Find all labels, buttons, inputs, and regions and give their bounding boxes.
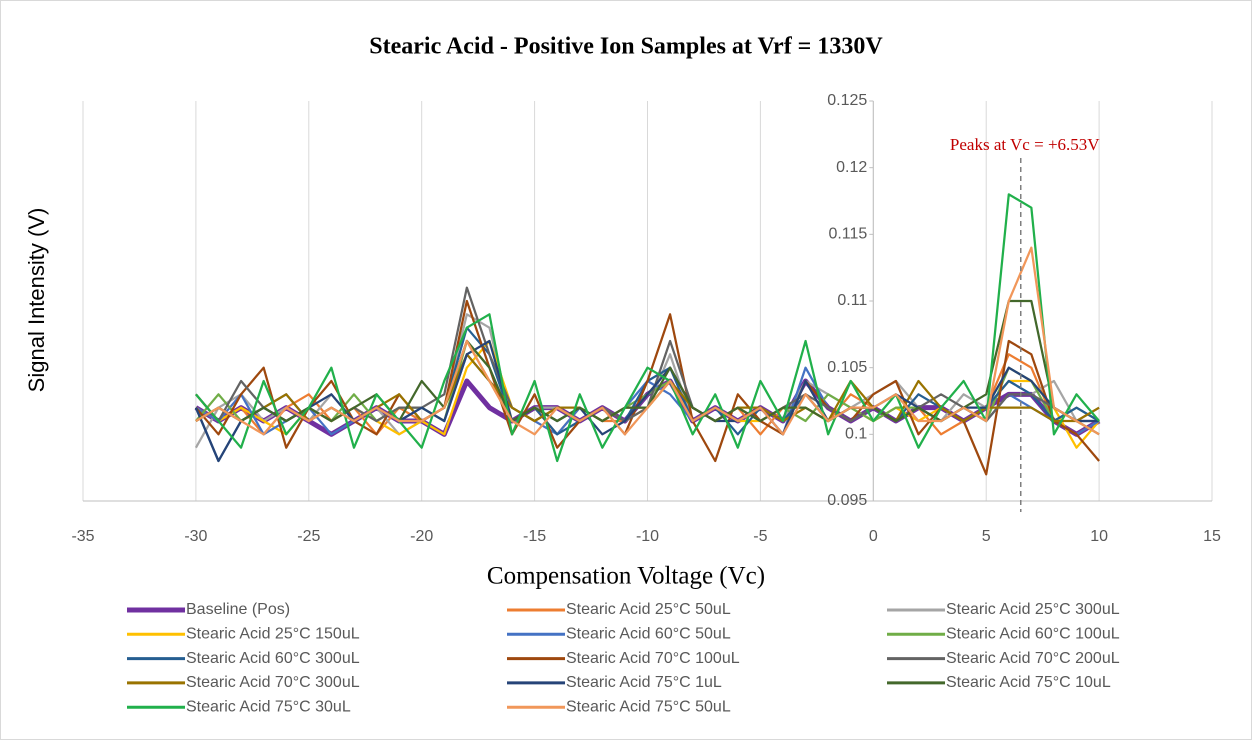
y-axis-label: Signal Intensity (V) [24, 208, 49, 393]
x-axis-label: Compensation Voltage (Vc) [487, 563, 765, 590]
annotation-text: Peaks at Vc = +6.53V [950, 135, 1100, 154]
y-tick-label: 0.1 [845, 426, 867, 443]
x-tick-label: -35 [71, 528, 94, 545]
series-line [195, 246, 1100, 436]
x-tick-label: 5 [982, 528, 991, 545]
x-tick-label: -25 [297, 528, 320, 545]
legend-label: Stearic Acid 25°C 50uL [566, 601, 731, 618]
legend-label: Stearic Acid 60°C 300uL [186, 650, 360, 667]
legend-label: Stearic Acid 70°C 200uL [946, 650, 1120, 667]
y-tick-label: 0.115 [828, 226, 867, 243]
legend-label: Stearic Acid 70°C 300uL [186, 674, 360, 691]
legend-label: Stearic Acid 75°C 30uL [186, 698, 351, 715]
y-tick-label: 0.105 [827, 359, 867, 376]
legend-label: Stearic Acid 75°C 1uL [566, 674, 722, 691]
legend-label: Stearic Acid 60°C 50uL [566, 626, 731, 643]
x-tick-label: -5 [753, 528, 767, 545]
x-tick-label: -20 [410, 528, 433, 545]
x-tick-label: 15 [1203, 528, 1221, 545]
legend-label: Stearic Acid 25°C 150uL [186, 626, 360, 643]
legend-label: Baseline (Pos) [186, 601, 290, 618]
legend-label: Stearic Acid 25°C 300uL [946, 601, 1120, 618]
legend-label: Stearic Acid 75°C 50uL [566, 698, 731, 715]
y-tick-label: 0.11 [837, 292, 867, 309]
x-tick-label: 0 [869, 528, 878, 545]
series-line [195, 193, 1100, 463]
x-tick-label: -30 [184, 528, 207, 545]
legend-label: Stearic Acid 75°C 10uL [946, 674, 1111, 691]
x-tick-label: 10 [1090, 528, 1108, 545]
legend-label: Stearic Acid 70°C 100uL [566, 650, 740, 667]
y-tick-label: 0.12 [836, 159, 867, 176]
y-tick-label: 0.125 [827, 92, 867, 109]
legend-label: Stearic Acid 60°C 100uL [946, 626, 1120, 643]
x-tick-label: -15 [523, 528, 546, 545]
x-tick-label: -10 [636, 528, 659, 545]
chart-title: Stearic Acid - Positive Ion Samples at V… [369, 34, 883, 60]
y-tick-label: 0.095 [827, 492, 867, 509]
